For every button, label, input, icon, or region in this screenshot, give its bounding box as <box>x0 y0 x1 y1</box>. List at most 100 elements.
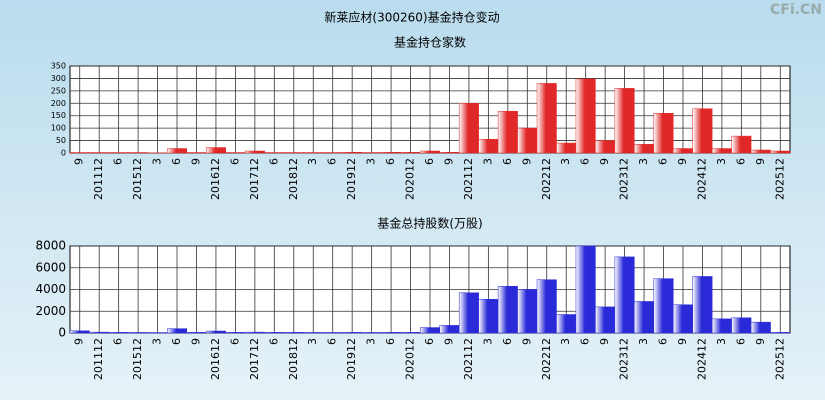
x-tick-label: 9 <box>754 338 767 345</box>
x-tick-label: 9 <box>73 338 86 345</box>
y-tick-label: 100 <box>51 124 66 133</box>
x-tick-label: 6 <box>579 158 592 165</box>
x-tick-label: 6 <box>267 158 280 165</box>
bar <box>342 152 363 154</box>
x-tick-label: 9 <box>189 338 202 345</box>
x-tick-label: 201812 <box>287 338 300 380</box>
x-tick-label: 9 <box>520 338 533 345</box>
bar <box>731 317 752 334</box>
y-tick-label: 350 <box>51 62 66 71</box>
bar <box>167 328 188 334</box>
bar <box>205 330 226 334</box>
x-tick-label: 3 <box>715 338 728 345</box>
bar <box>361 332 382 334</box>
chart-title: 基金持仓家数 <box>394 35 466 50</box>
x-tick-label: 6 <box>267 338 280 345</box>
x-tick-label: 9 <box>73 158 86 165</box>
x-tick-label: 201112 <box>92 158 105 200</box>
bar <box>517 127 538 154</box>
bar <box>303 332 324 334</box>
bar <box>770 150 791 154</box>
x-tick-label: 6 <box>657 338 670 345</box>
bar <box>89 331 110 334</box>
x-tick-label: 201612 <box>209 338 222 380</box>
x-tick-label: 6 <box>228 338 241 345</box>
x-tick-label: 201112 <box>92 338 105 380</box>
y-tick-label: 2000 <box>35 304 66 318</box>
x-tick-label: 202412 <box>695 338 708 380</box>
x-tick-label: 202012 <box>404 338 417 380</box>
x-tick-label: 6 <box>384 158 397 165</box>
x-tick-label: 6 <box>734 158 747 165</box>
bar <box>692 276 713 334</box>
bar <box>458 103 479 154</box>
y-tick-label: 4000 <box>35 282 66 296</box>
x-tick-label: 201712 <box>248 338 261 380</box>
bar <box>108 332 129 334</box>
x-tick-label: 9 <box>442 338 455 345</box>
x-tick-label: 9 <box>754 158 767 165</box>
y-tick-label: 6000 <box>35 260 66 274</box>
chart-title: 基金总持股数(万股) <box>377 216 482 231</box>
y-tick-label: 0 <box>58 326 66 340</box>
bar <box>614 256 635 334</box>
x-tick-label: 6 <box>501 158 514 165</box>
bar <box>420 150 440 154</box>
x-tick-label: 3 <box>365 338 378 345</box>
bar <box>536 83 557 154</box>
x-tick-label: 9 <box>676 158 689 165</box>
x-tick-label: 202512 <box>773 338 786 380</box>
bar <box>575 245 596 334</box>
x-tick-label: 3 <box>715 158 728 165</box>
x-tick-label: 3 <box>151 158 164 165</box>
x-tick-label: 3 <box>559 338 572 345</box>
bar <box>653 278 674 334</box>
y-tick-label: 50 <box>56 136 66 145</box>
x-tick-label: 6 <box>112 158 125 165</box>
x-tick-label: 6 <box>501 338 514 345</box>
x-tick-label: 202112 <box>462 338 475 380</box>
bar <box>283 332 304 334</box>
x-tick-label: 202012 <box>404 158 417 200</box>
bar <box>439 152 460 154</box>
bar <box>400 332 421 334</box>
bar <box>264 332 285 334</box>
x-tick-label: 202212 <box>540 338 553 380</box>
x-tick-label: 6 <box>112 338 125 345</box>
bar <box>711 318 732 334</box>
x-tick-label: 6 <box>657 158 670 165</box>
bar <box>595 306 616 334</box>
x-tick-label: 9 <box>598 158 611 165</box>
bar <box>186 332 207 334</box>
y-tick-label: 150 <box>51 111 66 120</box>
bar <box>672 304 693 334</box>
x-tick-label: 201512 <box>131 158 144 200</box>
bar <box>711 148 732 154</box>
bar <box>322 332 343 334</box>
bar <box>69 330 90 334</box>
bar <box>653 112 674 154</box>
x-tick-label: 201912 <box>345 338 358 380</box>
page-title: 新莱应材(300260)基金持仓变动 <box>324 10 499 25</box>
bar <box>497 110 518 154</box>
bar <box>205 147 226 154</box>
bar <box>439 325 460 334</box>
x-tick-label: 9 <box>598 338 611 345</box>
bar <box>614 88 635 154</box>
bar <box>420 327 440 334</box>
bar <box>400 152 421 154</box>
x-tick-label: 201912 <box>345 158 358 200</box>
x-tick-label: 3 <box>306 158 319 165</box>
bar <box>556 314 577 334</box>
x-tick-label: 6 <box>579 338 592 345</box>
bar <box>517 289 538 334</box>
x-tick-label: 9 <box>442 158 455 165</box>
bar <box>128 332 149 334</box>
y-tick-label: 0 <box>61 149 66 158</box>
bar <box>634 144 655 154</box>
bar <box>634 301 655 334</box>
bar <box>692 108 713 154</box>
x-tick-label: 201812 <box>287 158 300 200</box>
